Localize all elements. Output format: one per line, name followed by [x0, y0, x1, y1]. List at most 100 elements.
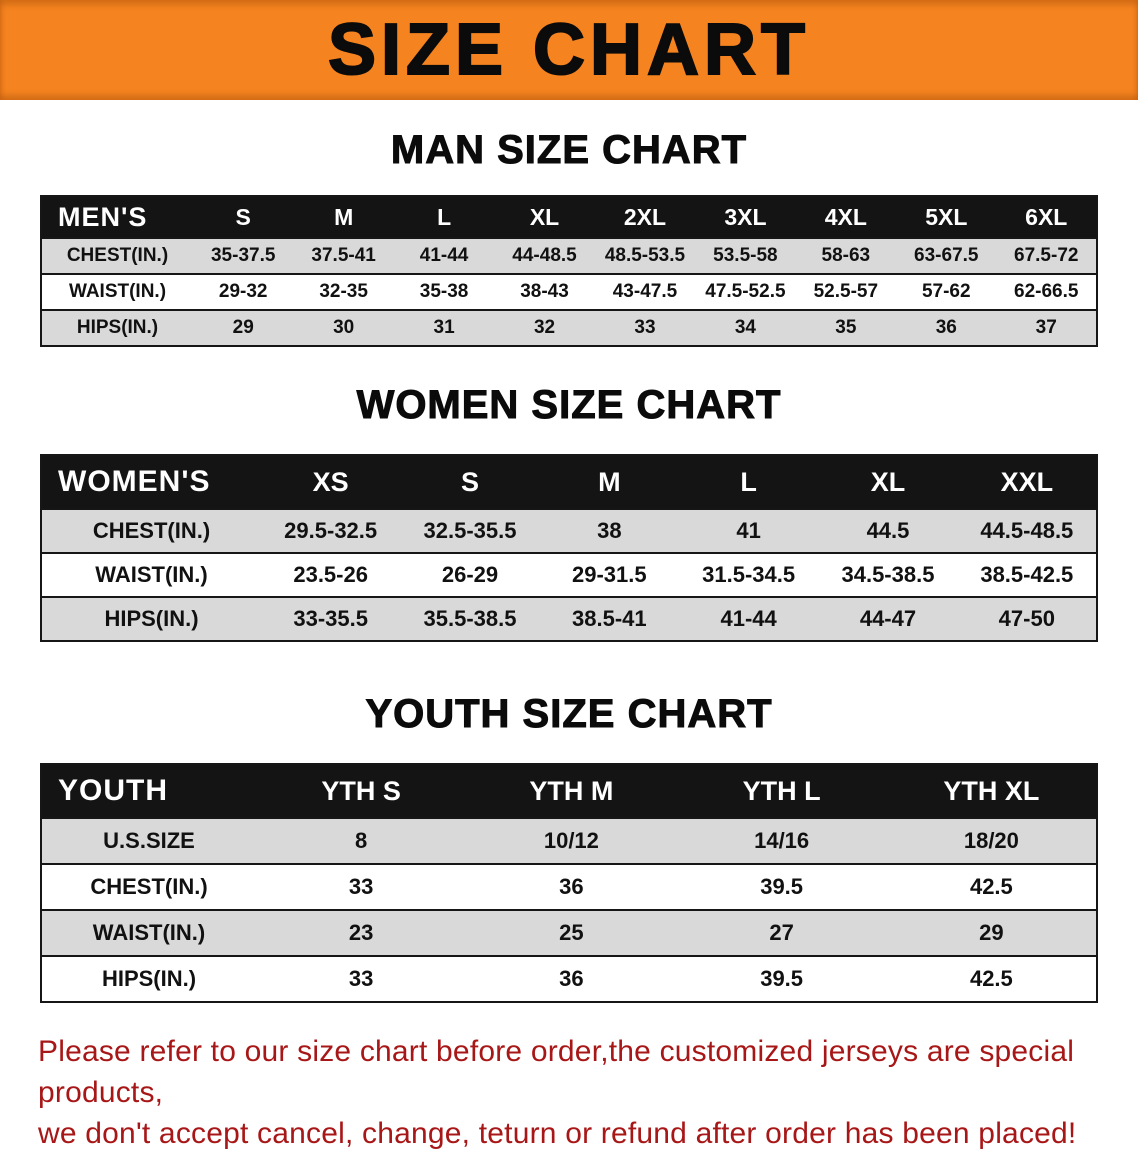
size-column-header: 5XL: [925, 203, 968, 230]
size-value: 44-47: [859, 606, 917, 631]
women-section-heading: WOMEN SIZE CHART: [356, 383, 782, 428]
table-row: U.S.SIZE 8 10/12 14/16 18/20: [41, 818, 1097, 864]
size-column-header: L: [437, 203, 452, 230]
size-column-header: M: [334, 203, 354, 230]
disclaimer-line-2: we don't accept cancel, change, teturn o…: [38, 1117, 1077, 1151]
table-row: HIPS(IN.) 33-35.5 35.5-38.5 38.5-41 41-44 44-…: [41, 597, 1097, 641]
table-row: WAIST(IN.) 23.5-26 26-29 29-31.5 31.5-34.5 34…: [41, 553, 1097, 597]
size-value: 35.5-38.5: [423, 606, 517, 631]
size-value: 33: [348, 966, 374, 991]
row-label: HIPS(IN.): [76, 317, 159, 338]
size-value: 48.5-53.5: [604, 245, 686, 266]
youth-size-section: YOUTH SIZE CHART YOUTH YTH S YTH M YTH L YTH…: [0, 692, 1138, 1003]
size-value: 18/20: [963, 828, 1019, 853]
size-value: 52.5-57: [813, 281, 879, 302]
table-header-row: WOMEN'S XS S M L XL XXL: [41, 455, 1097, 509]
row-label: WAIST(IN.): [68, 281, 167, 302]
size-value: 32: [533, 317, 556, 338]
size-value: 30: [333, 317, 355, 338]
size-column-header: XS: [312, 466, 349, 497]
size-value: 44-48.5: [512, 245, 577, 266]
size-value: 29-32: [218, 281, 268, 302]
disclaimer: Please refer to our size chart before or…: [38, 1031, 1138, 1154]
size-value: 34: [734, 317, 756, 338]
table-header-row: MEN'S S M L XL 2XL 3XL 4XL 5XL 6XL: [41, 196, 1097, 238]
size-value: 67.5-72: [1014, 245, 1079, 266]
men-size-section: MAN SIZE CHART MEN'S S M L XL 2XL 3XL 4XL 5XL 6XL…: [0, 128, 1138, 347]
size-value: 29.5-32.5: [284, 518, 378, 543]
size-value: 58-63: [821, 245, 871, 266]
size-value: 42.5: [969, 874, 1013, 899]
size-value: 41: [736, 518, 761, 543]
table-row: WAIST(IN.) 29-32 32-35 35-38 38-43 43-47.5 47.…: [41, 274, 1097, 310]
men-size-table: MEN'S S M L XL 2XL 3XL 4XL 5XL 6XL CHEST(IN.) 35-37…: [40, 195, 1098, 347]
row-label: CHEST(IN.): [66, 245, 169, 266]
size-value: 32.5-35.5: [423, 518, 517, 543]
table-row: HIPS(IN.) 33 36 39.5 42.5: [41, 956, 1097, 1002]
row-label: HIPS(IN.): [104, 606, 199, 631]
size-column-header: L: [740, 466, 757, 497]
youth-size-table: YOUTH YTH S YTH M YTH L YTH XL U.S.SIZE 8 10/12…: [40, 763, 1098, 1003]
size-value: 29: [232, 317, 254, 338]
size-column-header: YTH M: [529, 775, 614, 806]
size-column-header: S: [460, 466, 479, 497]
women-size-table: WOMEN'S XS S M L XL XXL CHEST(IN.) 29.5-32.5 32.5…: [40, 454, 1098, 642]
size-value: 26-29: [441, 562, 499, 587]
size-value: 63-67.5: [914, 245, 979, 266]
size-value: 33-35.5: [293, 606, 368, 631]
size-column-header: 4XL: [824, 203, 867, 230]
row-label: CHEST(IN.): [90, 874, 208, 899]
table-corner-label: YOUTH: [58, 774, 168, 807]
size-value: 23.5-26: [293, 562, 368, 587]
size-value: 27: [769, 920, 794, 945]
disclaimer-line-1: Please refer to our size chart before or…: [38, 1035, 1075, 1110]
men-section-heading: MAN SIZE CHART: [390, 128, 748, 173]
size-value: 32-35: [319, 281, 368, 302]
size-column-header: XL: [529, 203, 560, 230]
size-value: 47-50: [998, 606, 1055, 631]
table-row: HIPS(IN.) 29 30 31 32 33 34 35 36 37: [41, 310, 1097, 346]
size-value: 29: [979, 920, 1004, 945]
table-header-row: YOUTH YTH S YTH M YTH L YTH XL: [41, 764, 1097, 818]
size-value: 44.5: [866, 518, 910, 543]
row-label: WAIST(IN.): [92, 920, 206, 945]
table-row: WAIST(IN.) 23 25 27 29: [41, 910, 1097, 956]
size-column-header: 2XL: [623, 203, 667, 230]
size-column-header: YTH L: [742, 775, 821, 806]
size-value: 44.5-48.5: [980, 518, 1074, 543]
row-label: CHEST(IN.): [92, 518, 211, 543]
row-label: WAIST(IN.): [95, 562, 208, 587]
size-value: 8: [355, 828, 368, 853]
size-column-header: S: [235, 203, 251, 230]
size-value: 37.5-41: [311, 245, 376, 266]
size-column-header: 3XL: [724, 203, 767, 230]
size-column-header: XL: [870, 466, 906, 497]
size-column-header: M: [598, 466, 621, 497]
table-row: CHEST(IN.) 35-37.5 37.5-41 41-44 44-48.5 48.5…: [41, 238, 1097, 274]
size-value: 41-44: [419, 245, 469, 266]
size-value: 35-38: [419, 281, 469, 302]
size-value: 36: [559, 966, 584, 991]
row-label: HIPS(IN.): [101, 966, 197, 991]
size-value: 29-31.5: [572, 562, 647, 587]
size-value: 38.5-41: [572, 606, 647, 631]
size-value: 57-62: [921, 281, 971, 302]
size-value: 23: [348, 920, 374, 945]
size-column-header: YTH S: [321, 775, 401, 806]
size-column-header: XXL: [1000, 466, 1054, 497]
size-column-header: 6XL: [1025, 203, 1068, 230]
table-row: CHEST(IN.) 33 36 39.5 42.5: [41, 864, 1097, 910]
size-value: 14/16: [754, 828, 810, 853]
size-value: 38.5-42.5: [980, 562, 1074, 587]
size-value: 38: [597, 518, 622, 543]
page-title: SIZE CHART: [327, 9, 810, 91]
size-value: 33: [634, 317, 656, 338]
table-corner-label: MEN'S: [58, 201, 148, 232]
size-value: 35: [835, 317, 857, 338]
size-value: 39.5: [760, 966, 804, 991]
size-value: 42.5: [969, 966, 1013, 991]
size-value: 31: [433, 317, 455, 338]
table-row: CHEST(IN.) 29.5-32.5 32.5-35.5 38 41 44.5 44.5…: [41, 509, 1097, 553]
size-value: 47.5-52.5: [705, 281, 786, 302]
